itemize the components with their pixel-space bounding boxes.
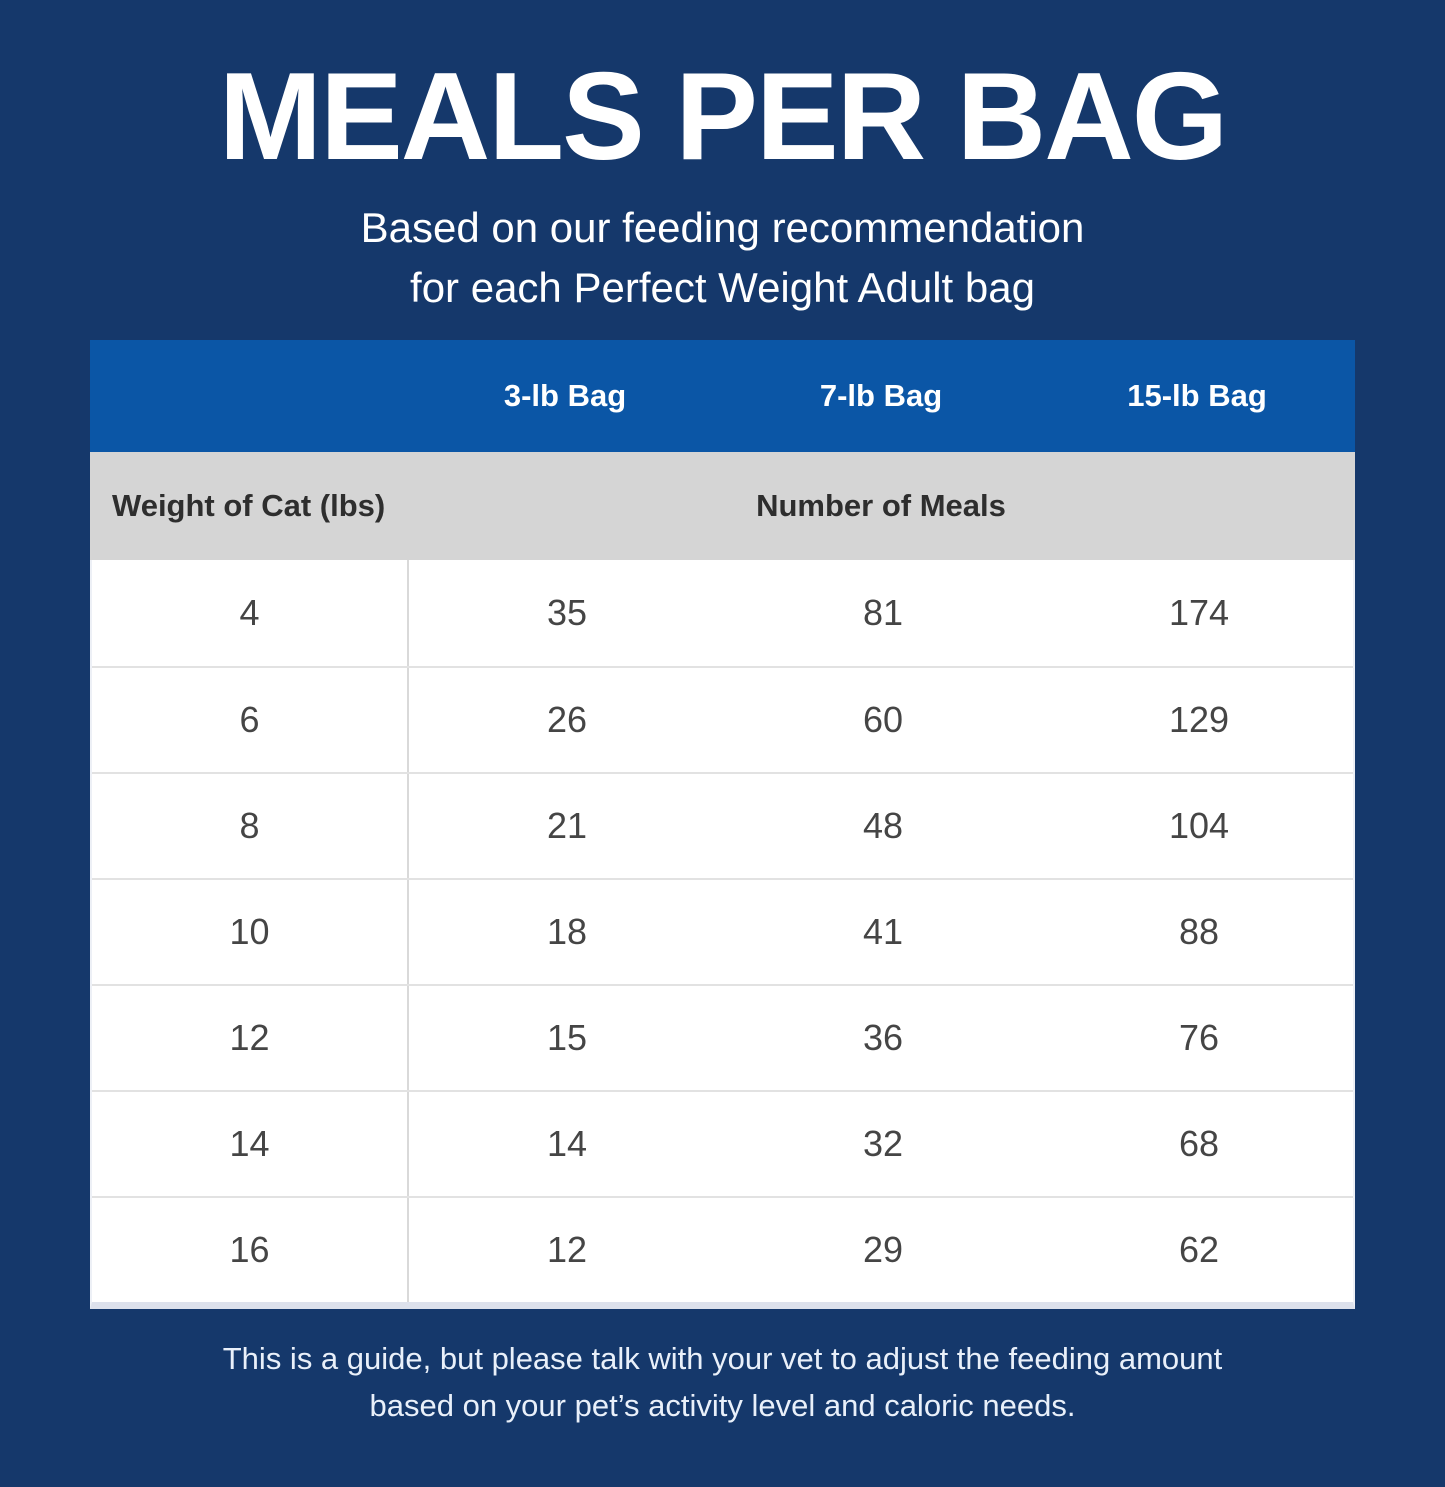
- footer-note: This is a guide, but please talk with yo…: [0, 1335, 1445, 1429]
- table-row: 4 35 81 174: [92, 560, 1353, 666]
- cell-meals-7lb: 48: [862, 805, 904, 846]
- cell-meals-3lb: 15: [546, 1017, 588, 1058]
- cell-meals-15lb: 174: [1168, 592, 1230, 633]
- page-title: MEALS PER BAG: [218, 48, 1228, 186]
- cell-weight: 4: [92, 560, 409, 666]
- page-subtitle: Based on our feeding recommendation for …: [0, 198, 1445, 318]
- cell-meals-7lb: 41: [862, 911, 904, 952]
- cell-meals-3lb: 35: [546, 592, 588, 633]
- subtitle-line-2: for each Perfect Weight Adult bag: [410, 264, 1035, 311]
- cell-meals-15lb: 76: [1178, 1017, 1220, 1058]
- cell-meals-15lb: 68: [1178, 1123, 1220, 1164]
- table-row: 16 12 29 62: [92, 1196, 1353, 1302]
- table-row: 6 26 60 129: [92, 666, 1353, 772]
- table-row: 8 21 48 104: [92, 772, 1353, 878]
- header-cell-3lb-bag: 3-lb Bag: [503, 378, 627, 413]
- meals-per-bag-infographic: MEALS PER BAG Based on our feeding recom…: [0, 42, 1445, 1487]
- meals-table: 3-lb Bag 7-lb Bag 15-lb Bag Weight of Ca…: [90, 340, 1355, 1309]
- cell-meals-15lb: 104: [1168, 805, 1230, 846]
- table-body: 4 35 81 174 6 26 60 129 8 21 48 104 10 1…: [90, 560, 1355, 1309]
- cell-weight: 10: [92, 880, 409, 984]
- header-cell-empty: [90, 340, 407, 452]
- table-row: 10 18 41 88: [92, 878, 1353, 984]
- cell-meals-7lb: 81: [862, 592, 904, 633]
- cell-weight: 14: [92, 1092, 409, 1196]
- table-header-row: 3-lb Bag 7-lb Bag 15-lb Bag: [90, 340, 1355, 452]
- cell-meals-7lb: 60: [862, 699, 904, 740]
- cell-meals-3lb: 14: [546, 1123, 588, 1164]
- table-row: 14 14 32 68: [92, 1090, 1353, 1196]
- cell-meals-15lb: 62: [1178, 1229, 1220, 1270]
- cell-weight: 8: [92, 774, 409, 878]
- footer-line-1: This is a guide, but please talk with yo…: [222, 1341, 1223, 1376]
- subheader-weight-of-cat: Weight of Cat (lbs): [112, 488, 386, 523]
- subheader-number-of-meals: Number of Meals: [756, 488, 1006, 523]
- header-cell-15lb-bag: 15-lb Bag: [1127, 378, 1267, 413]
- cell-meals-3lb: 26: [546, 699, 588, 740]
- cell-meals-3lb: 12: [546, 1229, 588, 1270]
- header-cell-7lb-bag: 7-lb Bag: [819, 378, 943, 413]
- table-row: 12 15 36 76: [92, 984, 1353, 1090]
- cell-meals-3lb: 18: [546, 911, 588, 952]
- cell-weight: 16: [92, 1198, 409, 1302]
- cell-meals-7lb: 36: [862, 1017, 904, 1058]
- cell-meals-7lb: 32: [862, 1123, 904, 1164]
- table-subheader-row: Weight of Cat (lbs) Number of Meals: [90, 452, 1355, 560]
- cell-meals-3lb: 21: [546, 805, 588, 846]
- cell-weight: 12: [92, 986, 409, 1090]
- footer-line-2: based on your pet’s activity level and c…: [369, 1388, 1076, 1423]
- cell-meals-7lb: 29: [862, 1229, 904, 1270]
- cell-weight: 6: [92, 668, 409, 772]
- cell-meals-15lb: 129: [1168, 699, 1230, 740]
- subtitle-line-1: Based on our feeding recommendation: [360, 204, 1085, 251]
- cell-meals-15lb: 88: [1178, 911, 1220, 952]
